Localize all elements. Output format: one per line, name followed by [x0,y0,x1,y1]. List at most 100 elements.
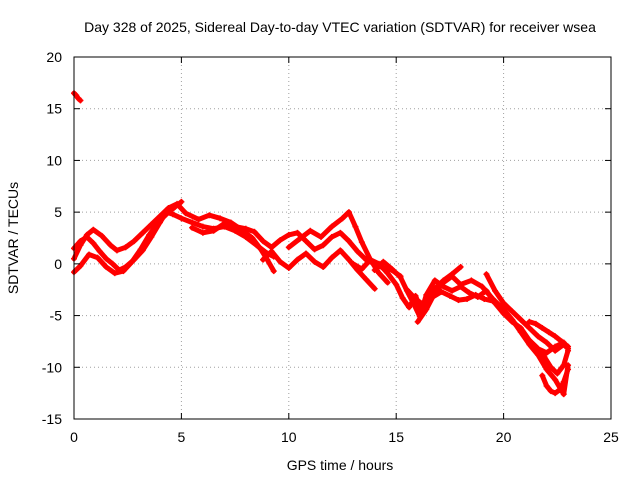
axis-ticks: 0 5 10 15 20 25 -15 -10 -5 0 5 10 15 20 [42,49,619,445]
data-point [492,287,499,294]
data-point [285,264,292,271]
data-point [388,266,395,273]
data-point [449,287,456,294]
data-point [552,376,559,383]
data-point [399,294,406,301]
data-point [397,274,404,281]
data-point [526,341,533,348]
data-point [354,248,361,255]
data-point [483,271,490,278]
x-tick-label: 15 [388,429,404,445]
data-point [472,291,479,298]
series-arc-6 [286,209,391,285]
data-point [464,296,471,303]
data-point [489,296,496,303]
data-point [111,270,118,277]
data-point [195,216,202,223]
data-point [565,366,572,373]
data-point [109,260,116,267]
data-point [556,387,563,394]
data-point [178,198,185,205]
data-point [294,256,301,263]
data-point [552,390,559,397]
data-point [260,238,267,245]
data-point [232,223,239,230]
data-point [345,256,352,263]
data-point [302,238,309,245]
y-axis-label: SDTVAR / TECUs [5,182,21,294]
data-point [545,329,552,336]
data-point [277,237,284,244]
data-point [260,256,267,263]
data-point [199,223,206,230]
data-point [210,227,217,234]
y-tick-label: 15 [46,101,62,117]
data-point [367,256,374,263]
y-tick-label: 0 [54,256,62,272]
data-point [558,338,565,345]
data-point [328,233,335,240]
data-point [526,324,533,331]
data-point [431,289,438,296]
y-tick-label: -5 [50,308,63,324]
data-point [77,97,84,104]
data-point [307,227,314,234]
data-point [539,324,546,331]
data-point [163,211,170,218]
data-point [560,391,567,398]
data-point [457,281,464,288]
series-arc-2 [71,201,277,274]
x-axis-label: GPS time / hours [287,457,394,473]
data-point [509,308,516,315]
data-point [94,254,101,261]
x-tick-label: 0 [70,429,78,445]
data-point [285,231,292,238]
data-point [500,306,507,313]
data-point [98,232,105,239]
data-point [406,304,413,311]
data-point [302,250,309,257]
data-point [552,333,559,340]
data-point [532,320,539,327]
data-point [543,339,550,346]
data-point [270,268,277,275]
data-point [337,247,344,254]
chart-title: Day 328 of 2025, Sidereal Day-to-day VTE… [84,19,596,35]
data-point [337,229,344,236]
data-point [371,267,378,274]
series-arc-4 [189,221,403,279]
data-point [380,258,387,265]
data-point [412,296,419,303]
data-point [468,277,475,284]
data-point [103,255,110,262]
y-tick-label: 5 [54,204,62,220]
data-point [113,247,120,254]
data-point [294,229,301,236]
data-point [431,277,438,284]
data-point [131,238,138,245]
data-point [543,382,550,389]
data-point [526,318,533,325]
data-point [423,306,430,313]
data-point [339,215,346,222]
data-point [146,231,153,238]
data-point [547,364,554,371]
data-point [268,248,275,255]
data-point [438,288,445,295]
data-point [543,366,550,373]
data-point [251,228,258,235]
data-point [285,244,292,251]
data-point [137,246,144,253]
data-point [277,258,284,265]
data-point [328,254,335,261]
data-point [449,273,456,280]
data-point [363,276,370,283]
data-point [154,219,161,226]
data-point [122,244,129,251]
plot-frame [73,56,612,420]
data-point [350,260,357,267]
data-point [139,229,146,236]
data-point [296,236,303,243]
data-point [554,370,561,377]
